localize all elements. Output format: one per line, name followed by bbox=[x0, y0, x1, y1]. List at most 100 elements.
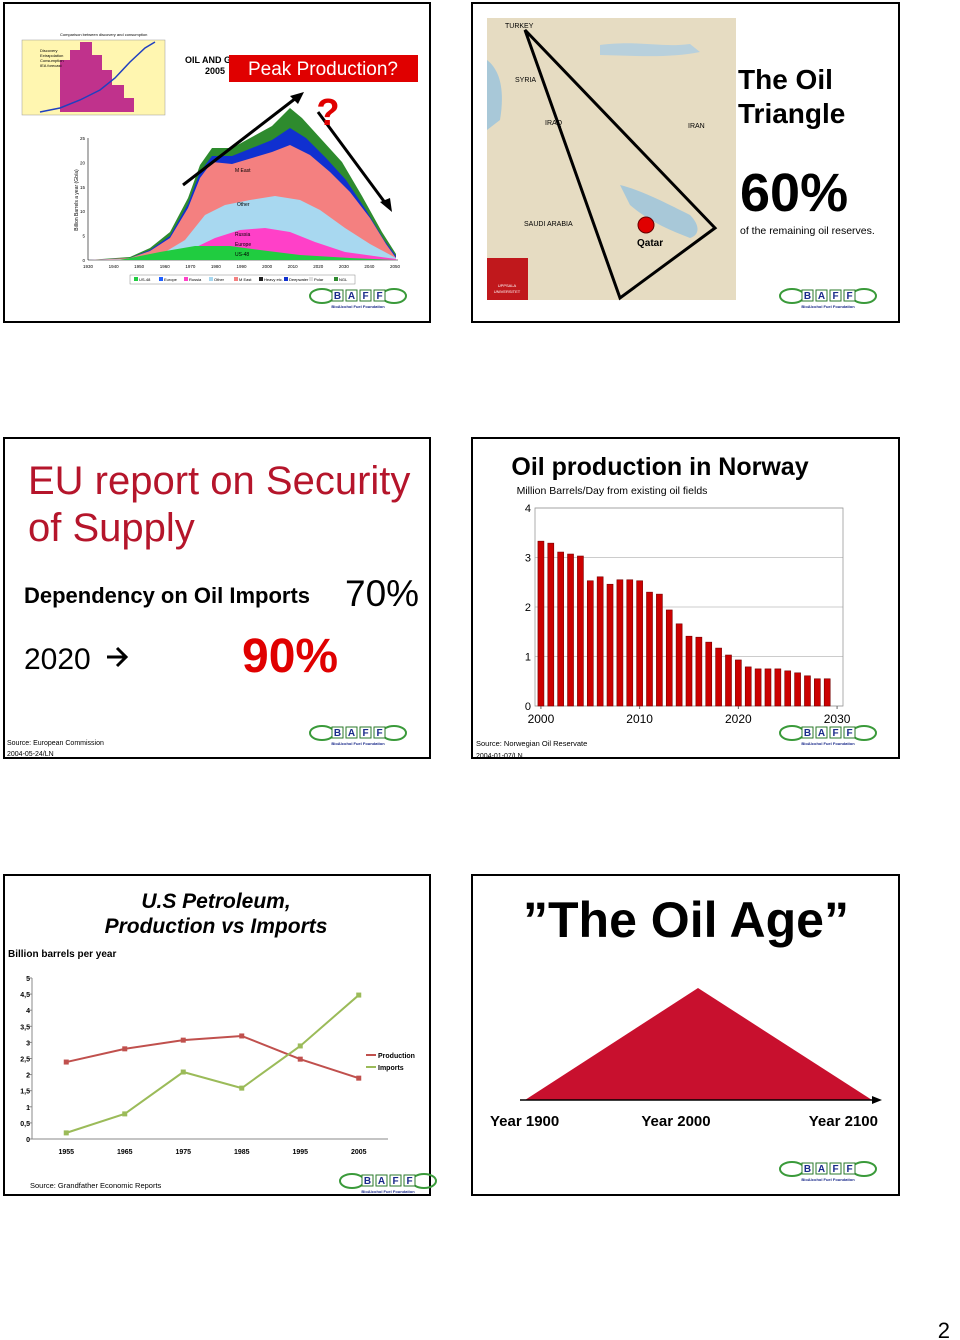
question-mark: ? bbox=[316, 92, 339, 134]
x-tick-label: 2000 bbox=[528, 712, 555, 726]
x-tick-label: 1965 bbox=[117, 1149, 133, 1156]
triangle bbox=[523, 28, 718, 301]
source: Source: Norwegian Oil Reservate bbox=[476, 739, 587, 748]
year-label: Year 1900 bbox=[490, 1113, 559, 1130]
y-axis-label: Billion barrels per year bbox=[8, 949, 116, 960]
slide-title: The Oil bbox=[738, 64, 833, 95]
y-tick-label: 5 bbox=[26, 976, 30, 983]
map-background bbox=[487, 18, 736, 300]
qatar-dot bbox=[637, 216, 655, 234]
bar bbox=[616, 579, 624, 707]
arrow-head bbox=[872, 1096, 882, 1104]
legend-label: Other bbox=[214, 277, 225, 282]
y-axis-label: Billion Barrels a year (Gb/a) bbox=[74, 169, 80, 231]
map-label: IRAQ bbox=[545, 120, 563, 127]
inset-legend: IEA forecast bbox=[40, 63, 62, 68]
map-label: Qatar bbox=[637, 238, 663, 249]
y-tick-label: 10 bbox=[80, 209, 86, 214]
logo-box bbox=[345, 726, 358, 739]
y-tick-label: 1,5 bbox=[20, 1089, 30, 1096]
logo-letter: F bbox=[406, 1176, 412, 1187]
inset-legend: Discovery bbox=[40, 48, 58, 53]
logo-box bbox=[373, 289, 386, 302]
y-tick-label: 4 bbox=[525, 503, 531, 515]
logo-letter: A bbox=[818, 291, 825, 302]
map-label: TURKEY bbox=[505, 23, 534, 30]
logo-box bbox=[331, 726, 344, 739]
legend-label: M East bbox=[239, 277, 252, 282]
bar bbox=[744, 666, 752, 707]
y-tick-label: 2 bbox=[26, 1073, 30, 1080]
bar bbox=[804, 675, 811, 707]
bar bbox=[586, 580, 594, 707]
logo-box bbox=[815, 289, 828, 302]
bar bbox=[715, 647, 722, 707]
bar bbox=[784, 670, 792, 707]
x-tick-label: 2005 bbox=[351, 1149, 367, 1156]
y-tick-label: 4,5 bbox=[20, 992, 30, 999]
inset-line bbox=[39, 41, 156, 113]
logo-box bbox=[375, 1174, 388, 1187]
y-tick-label: 5 bbox=[82, 234, 85, 239]
logo-letter: A bbox=[348, 728, 355, 739]
area-layer bbox=[120, 246, 396, 260]
date: 2004-01-07/LN bbox=[476, 753, 523, 760]
sea bbox=[487, 60, 502, 130]
x-tick-label: 1990 bbox=[236, 264, 247, 269]
date: 2004-05-24/LN bbox=[7, 751, 54, 758]
point bbox=[122, 1111, 128, 1117]
bar bbox=[665, 609, 673, 707]
share-caption: of the remaining oil reserves. bbox=[740, 225, 875, 237]
legend-label: US-48 bbox=[139, 277, 151, 282]
bar bbox=[675, 623, 683, 707]
slide-frame bbox=[3, 437, 431, 759]
map-label: IRAN bbox=[688, 123, 705, 130]
x-tick-label: 2010 bbox=[626, 712, 653, 726]
logo-letter: F bbox=[832, 1164, 838, 1175]
bar bbox=[764, 668, 772, 707]
bar bbox=[537, 540, 545, 707]
y-tick-label: 3 bbox=[26, 1040, 30, 1047]
logo-letter: F bbox=[392, 1176, 398, 1187]
legend-label: Russia bbox=[189, 277, 202, 282]
y-tick-label: 2,5 bbox=[20, 1057, 30, 1064]
region-label: US-48 bbox=[235, 252, 249, 258]
region-label: Other bbox=[237, 202, 250, 208]
legend-label: Imports bbox=[378, 1065, 404, 1072]
y-tick-label: 15 bbox=[80, 185, 86, 190]
bar bbox=[794, 672, 801, 707]
logo-letter: A bbox=[818, 728, 825, 739]
chart-title: U.S Petroleum, bbox=[141, 890, 290, 913]
source: Source: Grandfather Economic Reports bbox=[30, 1181, 162, 1190]
university-logo bbox=[487, 258, 528, 300]
bar bbox=[685, 635, 693, 707]
logo-box bbox=[403, 1174, 416, 1187]
map-label: SAUDI ARABIA bbox=[524, 221, 573, 228]
logo-letter: A bbox=[378, 1176, 385, 1187]
logo-box bbox=[373, 726, 386, 739]
logo-box bbox=[843, 289, 856, 302]
region-label: M East bbox=[235, 168, 251, 174]
x-tick-label: 2030 bbox=[339, 264, 350, 269]
logo-letter: B bbox=[804, 291, 811, 302]
logo-letter: B bbox=[334, 291, 341, 302]
x-tick-label: 1975 bbox=[175, 1149, 191, 1156]
university-name: UNIVERSITET bbox=[494, 289, 521, 294]
logo-letter: F bbox=[376, 291, 382, 302]
year-label: Year 2100 bbox=[809, 1113, 878, 1130]
arrow bbox=[107, 646, 129, 668]
bar bbox=[557, 551, 564, 707]
bar bbox=[754, 668, 762, 707]
legend-swatch bbox=[259, 277, 263, 281]
bar bbox=[606, 583, 614, 707]
bar bbox=[823, 678, 831, 707]
bar bbox=[725, 654, 732, 707]
legend-swatch bbox=[334, 277, 338, 281]
logo-tagline: BioAlcohol Fuel Foundation bbox=[331, 304, 385, 309]
y-tick-label: 0 bbox=[82, 258, 85, 263]
y-tick-label: 25 bbox=[80, 136, 86, 141]
region-label: Europe bbox=[235, 242, 251, 248]
y-tick-label: 2 bbox=[525, 602, 531, 614]
figure-year: 2005 bbox=[205, 66, 225, 76]
